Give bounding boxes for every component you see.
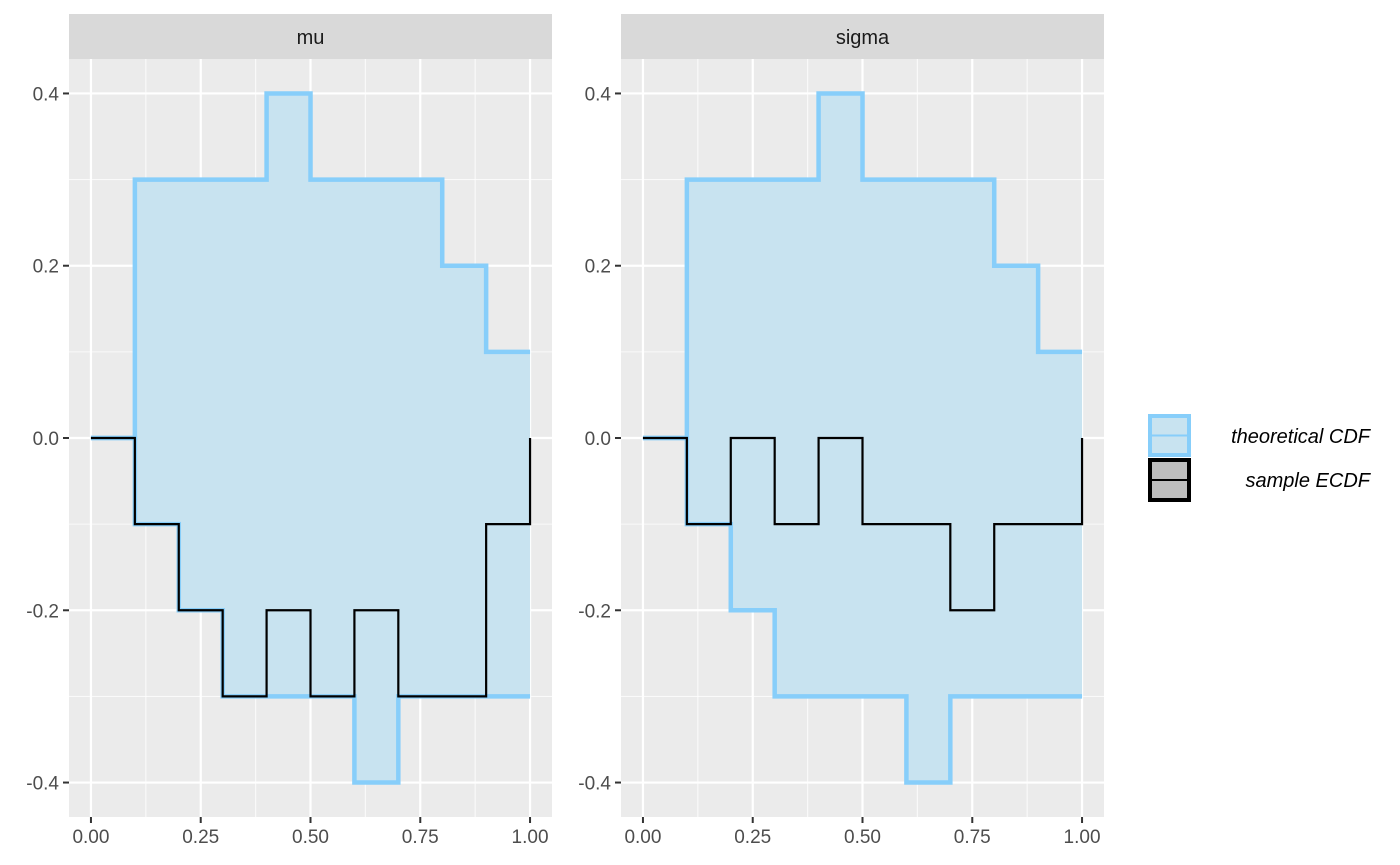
band-upper-edge: [642, 91, 1083, 441]
y-tick-label: -0.2: [578, 601, 611, 622]
x-tick-label: 0.00: [624, 827, 661, 848]
x-axis: 0.00 0.25 0.50 0.75 1.00: [72, 817, 549, 848]
y-tick-label: 0.4: [585, 84, 612, 105]
y-tick-label: -0.4: [26, 774, 59, 795]
x-tick-label: 0.50: [292, 827, 329, 848]
y-tick-label: 0.2: [585, 257, 611, 278]
x-tick-label: 1.00: [1064, 827, 1101, 848]
y-tick-label: 0.0: [33, 429, 59, 450]
legend-label-sample-ecdf: sample ECDF: [1246, 470, 1372, 492]
y-axis: 0.4 0.2 0.0 -0.2 -0.4: [578, 84, 621, 795]
x-tick-label: 0.00: [72, 827, 109, 848]
x-tick-label: 0.25: [734, 827, 771, 848]
facet-strip-label: mu: [297, 27, 325, 49]
x-tick-label: 0.75: [954, 827, 991, 848]
sample-ecdf-line: [642, 436, 1084, 612]
x-tick-label: 0.50: [844, 827, 881, 848]
y-tick-label: -0.2: [26, 601, 59, 622]
band-fill: [90, 93, 531, 783]
ecdf-step-line: [90, 436, 532, 698]
x-tick-label: 0.25: [182, 827, 219, 848]
x-tick-label: 1.00: [512, 827, 549, 848]
sample-ecdf-line: [90, 436, 532, 698]
ecdf-step-line: [642, 436, 1084, 612]
facet-strip-background: [69, 14, 552, 59]
y-tick-label: 0.0: [585, 429, 611, 450]
facet-strip-background: [621, 14, 1104, 59]
y-tick-label: 0.4: [33, 84, 60, 105]
legend-item-sample-ecdf: sample ECDF: [1148, 458, 1372, 502]
facet-strip-label: sigma: [836, 27, 890, 49]
x-tick-label: 0.75: [402, 827, 439, 848]
y-tick-label: 0.2: [33, 257, 59, 278]
legend-label-theoretical-cdf: theoretical CDF: [1231, 426, 1372, 448]
facet-panel-mu: mu 0.4 0.2 0.0 -0.2 -0.4 0.00 0.25 0.50 0.75 1.0…: [26, 14, 552, 848]
facet-panel-sigma: sigma 0.4 0.2 0.0 -0.2 -0.4 0.00 0.25 0.50 0.75…: [578, 14, 1104, 848]
y-axis: 0.4 0.2 0.0 -0.2 -0.4: [26, 84, 69, 795]
legend-item-theoretical-cdf: theoretical CDF: [1148, 414, 1372, 457]
legend: theoretical CDF sample ECDF: [1148, 414, 1372, 502]
band-upper-edge: [90, 91, 531, 441]
y-tick-label: -0.4: [578, 774, 611, 795]
x-axis: 0.00 0.25 0.50 0.75 1.00: [624, 817, 1101, 848]
